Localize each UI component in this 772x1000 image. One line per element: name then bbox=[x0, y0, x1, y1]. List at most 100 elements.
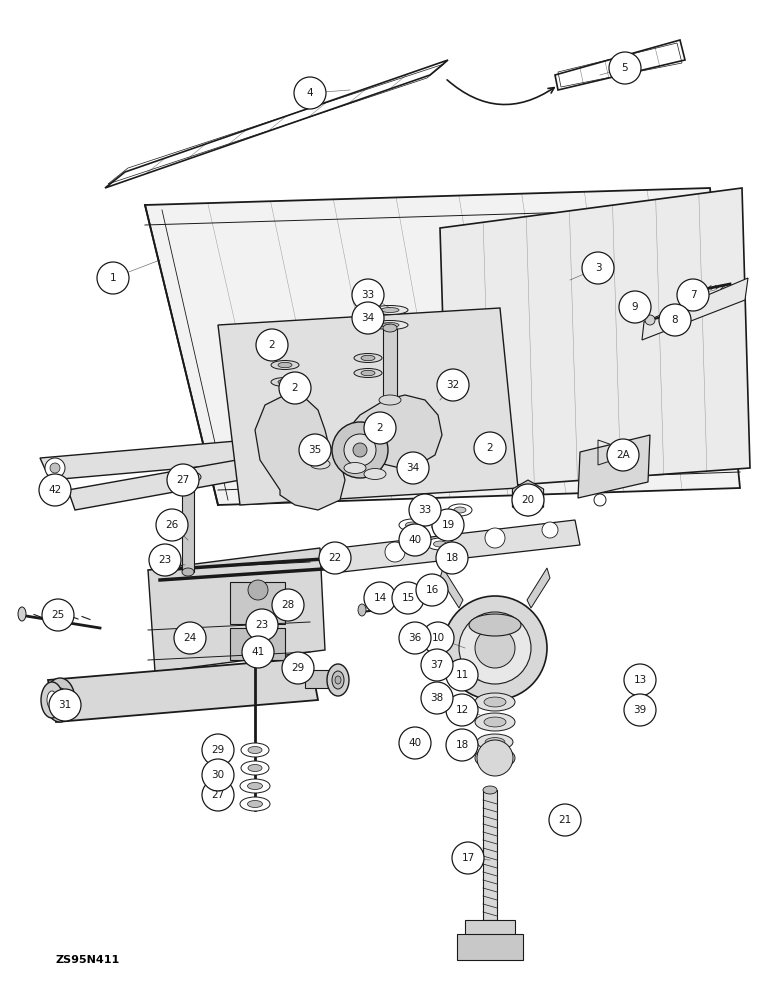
Ellipse shape bbox=[310, 445, 330, 455]
Circle shape bbox=[344, 434, 376, 466]
Polygon shape bbox=[68, 455, 268, 510]
Text: 11: 11 bbox=[455, 670, 469, 680]
Ellipse shape bbox=[354, 354, 382, 362]
Ellipse shape bbox=[240, 797, 270, 811]
Text: 34: 34 bbox=[406, 463, 420, 473]
Circle shape bbox=[549, 804, 581, 836]
Text: ZS95N411: ZS95N411 bbox=[55, 955, 119, 965]
Text: 10: 10 bbox=[432, 633, 445, 643]
Circle shape bbox=[609, 52, 641, 84]
Circle shape bbox=[624, 664, 656, 696]
Circle shape bbox=[485, 528, 505, 548]
Circle shape bbox=[459, 612, 531, 684]
Circle shape bbox=[202, 734, 234, 766]
Text: 37: 37 bbox=[430, 660, 444, 670]
Text: 23: 23 bbox=[256, 620, 269, 630]
Circle shape bbox=[399, 727, 431, 759]
Circle shape bbox=[332, 422, 388, 478]
Text: 24: 24 bbox=[184, 633, 197, 643]
Ellipse shape bbox=[47, 691, 57, 709]
Ellipse shape bbox=[361, 370, 375, 376]
Polygon shape bbox=[440, 188, 750, 490]
Ellipse shape bbox=[483, 786, 497, 794]
Circle shape bbox=[364, 582, 396, 614]
Circle shape bbox=[39, 474, 71, 506]
Text: 35: 35 bbox=[308, 445, 322, 455]
Circle shape bbox=[50, 463, 60, 473]
Circle shape bbox=[97, 262, 129, 294]
Circle shape bbox=[409, 494, 441, 526]
Text: 42: 42 bbox=[49, 485, 62, 495]
Circle shape bbox=[421, 682, 453, 714]
Circle shape bbox=[242, 636, 274, 668]
Circle shape bbox=[446, 659, 478, 691]
Text: 31: 31 bbox=[59, 700, 72, 710]
FancyBboxPatch shape bbox=[483, 790, 497, 920]
Circle shape bbox=[474, 432, 506, 464]
Circle shape bbox=[443, 596, 547, 700]
Ellipse shape bbox=[432, 521, 458, 533]
Polygon shape bbox=[578, 435, 650, 498]
Circle shape bbox=[422, 622, 454, 654]
Ellipse shape bbox=[181, 474, 195, 480]
Ellipse shape bbox=[469, 614, 521, 636]
Text: 17: 17 bbox=[462, 853, 475, 863]
Circle shape bbox=[677, 279, 709, 311]
Circle shape bbox=[594, 494, 606, 506]
Ellipse shape bbox=[335, 676, 341, 684]
Ellipse shape bbox=[381, 323, 399, 327]
Polygon shape bbox=[145, 188, 740, 505]
Ellipse shape bbox=[477, 734, 513, 750]
Text: 34: 34 bbox=[361, 313, 374, 323]
Ellipse shape bbox=[696, 283, 704, 295]
Ellipse shape bbox=[241, 743, 269, 757]
Circle shape bbox=[416, 574, 448, 606]
Ellipse shape bbox=[278, 379, 292, 385]
Circle shape bbox=[299, 434, 331, 466]
Text: 39: 39 bbox=[633, 705, 647, 715]
Polygon shape bbox=[40, 440, 255, 480]
Ellipse shape bbox=[241, 761, 269, 775]
Circle shape bbox=[352, 279, 384, 311]
Ellipse shape bbox=[240, 779, 270, 793]
Circle shape bbox=[174, 622, 206, 654]
Circle shape bbox=[607, 439, 639, 471]
Ellipse shape bbox=[484, 717, 506, 727]
Polygon shape bbox=[642, 278, 748, 340]
Ellipse shape bbox=[18, 607, 26, 621]
Circle shape bbox=[364, 412, 396, 444]
Circle shape bbox=[432, 509, 464, 541]
FancyBboxPatch shape bbox=[457, 934, 523, 960]
Ellipse shape bbox=[381, 308, 399, 312]
Ellipse shape bbox=[383, 324, 397, 332]
Circle shape bbox=[272, 589, 304, 621]
Ellipse shape bbox=[361, 355, 375, 361]
Text: 7: 7 bbox=[689, 290, 696, 300]
Ellipse shape bbox=[52, 688, 68, 712]
Polygon shape bbox=[218, 308, 518, 505]
Text: 9: 9 bbox=[631, 302, 638, 312]
Text: 12: 12 bbox=[455, 705, 469, 715]
Circle shape bbox=[399, 622, 431, 654]
Ellipse shape bbox=[454, 507, 466, 513]
Circle shape bbox=[42, 599, 74, 631]
Text: 23: 23 bbox=[158, 555, 171, 565]
Circle shape bbox=[149, 544, 181, 576]
Ellipse shape bbox=[271, 360, 299, 369]
FancyBboxPatch shape bbox=[383, 328, 397, 400]
Ellipse shape bbox=[434, 541, 446, 547]
Ellipse shape bbox=[248, 800, 262, 808]
Circle shape bbox=[282, 652, 314, 684]
Text: 4: 4 bbox=[306, 88, 313, 98]
Ellipse shape bbox=[475, 713, 515, 731]
Ellipse shape bbox=[310, 459, 330, 469]
Text: 1: 1 bbox=[110, 273, 117, 283]
Circle shape bbox=[645, 315, 655, 325]
Ellipse shape bbox=[354, 368, 382, 377]
Ellipse shape bbox=[448, 504, 472, 516]
Circle shape bbox=[512, 484, 544, 516]
Circle shape bbox=[385, 542, 405, 562]
Ellipse shape bbox=[372, 320, 408, 330]
Circle shape bbox=[397, 452, 429, 484]
Circle shape bbox=[542, 522, 558, 538]
